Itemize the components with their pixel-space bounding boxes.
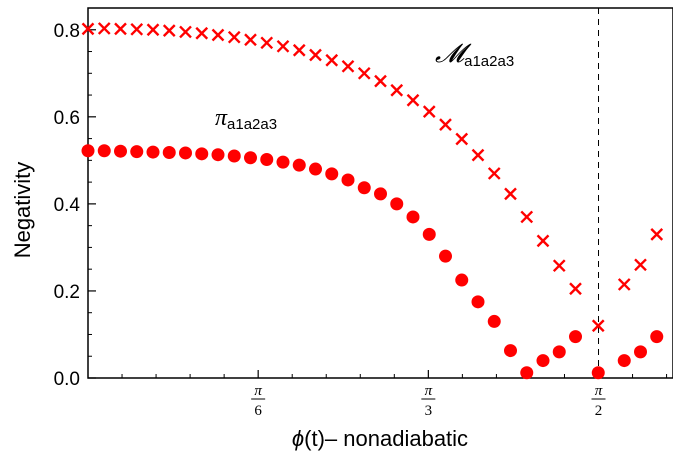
x-tick-label-denominator: 6 [254,403,262,419]
series-label-pi-main: π [215,105,228,131]
data-point-m [244,33,257,47]
data-point-m [114,22,127,36]
data-point-pi [520,366,534,380]
data-point-m [390,83,404,97]
data-point-m [97,22,111,35]
data-point-pi [260,152,274,166]
data-point-pi [227,149,241,163]
data-point-pi [617,354,631,368]
data-point-m [591,319,605,333]
series-label-pi-sub: a1a2a3 [227,116,277,133]
data-point-pi [357,181,371,195]
data-point-m [439,118,452,132]
data-point-pi [536,354,550,368]
plot-frame [87,7,673,379]
data-point-pi [81,144,95,158]
x-tick-label-numerator: π [254,383,262,399]
data-point-pi [455,273,469,287]
data-point-m [487,167,501,180]
x-axis: π 6 π 3 π 2 [121,370,668,419]
data-point-pi [634,345,647,359]
data-point-pi [179,146,192,160]
data-point-m [146,23,160,37]
y-axis: 0.0 0.2 0.4 0.6 0.8 [54,21,96,390]
x-tick-label-denominator: 3 [425,403,433,419]
data-point-pi [504,344,517,358]
data-point-pi [114,144,127,158]
data-point-m [276,39,290,53]
data-point-pi [569,330,582,344]
data-point-pi [211,148,225,162]
data-point-pi [422,227,436,241]
data-point-m [292,43,306,57]
y-tick-label: 0.2 [54,282,80,303]
data-point-m [260,36,274,50]
y-axis-title: Negativity [10,162,35,259]
data-point-m [552,259,566,273]
series-label-pi: πa1a2a3 [215,105,277,133]
data-point-pi [244,151,257,165]
data-point-pi [162,146,176,160]
data-point-m [341,59,355,73]
data-point-m [569,282,582,296]
data-point-pi [97,144,111,158]
data-point-m [130,22,144,36]
data-point-pi [406,210,420,224]
data-point-m [650,228,664,241]
data-point-pi [591,366,605,380]
y-tick-label: 0.8 [54,21,80,42]
x-axis-title-rest: (t)– nonadiabatic [304,426,468,451]
series-label-m-sub: a1a2a3 [464,53,514,70]
x-axis-title-phi: ϕ [292,426,304,451]
series-label-m: 𝓜a1a2a3 [435,39,514,70]
y-tick-label: 0.4 [54,195,81,216]
data-point-m [211,28,225,42]
data-point-m [227,30,241,44]
data-point-pi [487,314,501,328]
data-point-m [374,74,387,88]
data-point-m [179,25,192,39]
data-point-pi [390,197,404,211]
y-tick-label: 0.0 [54,369,80,390]
data-point-pi [439,249,452,263]
data-point-pi [309,162,322,176]
data-point-pi [276,155,290,169]
data-point-m [536,234,550,248]
data-point-pi [552,345,566,359]
data-point-m [617,278,631,291]
data-marks [81,22,664,380]
data-point-m [422,105,436,118]
data-point-pi [341,173,355,187]
x-axis-title: ϕ(t)– nonadiabatic [292,426,468,451]
data-point-m [325,53,339,67]
data-point-m [309,48,322,62]
data-point-pi [374,187,387,201]
data-point-pi [195,147,209,161]
plot-area [87,7,673,379]
data-point-m [195,26,209,40]
x-tick-label-denominator: 2 [595,403,603,419]
data-point-m [471,148,485,162]
data-point-pi [292,158,306,172]
data-point-m [504,187,517,201]
data-point-m [634,258,647,272]
data-point-m [455,132,469,146]
data-point-m [162,24,176,37]
x-tick-label-numerator: π [425,383,433,399]
data-point-pi [325,167,339,181]
data-point-pi [471,295,485,309]
y-tick-label: 0.6 [54,108,80,129]
data-point-pi [146,145,160,159]
data-point-m [406,93,420,107]
x-tick-label-numerator: π [595,383,603,399]
data-point-pi [130,145,144,159]
data-point-pi [650,330,664,344]
data-point-m [81,22,95,36]
data-point-m [357,66,371,80]
data-point-m [520,210,534,224]
